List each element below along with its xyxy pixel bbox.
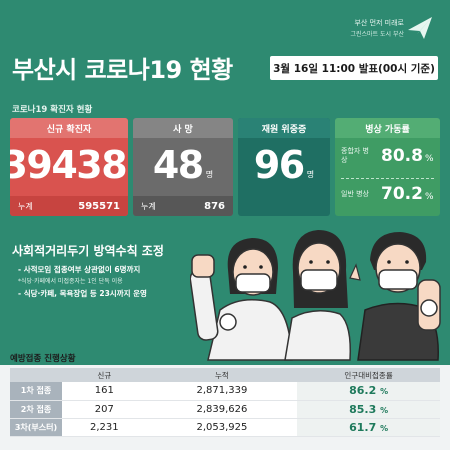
deaths-unit: 명 — [205, 169, 214, 179]
new-cases-value-wrap: 39438 명 — [10, 140, 128, 190]
general-bed-value: 70.2 — [381, 184, 423, 204]
rate-value: 86.2 — [349, 384, 377, 398]
rate-cell: 61.7 % — [297, 418, 440, 437]
deaths-value-wrap: 48 명 — [133, 140, 233, 190]
measures-title: 사회적거리두기 방역수칙 조정 — [12, 244, 164, 258]
new-cases-value: 39438 — [10, 143, 128, 187]
percent-sign: % — [424, 153, 434, 164]
deaths-value: 48 — [152, 143, 204, 187]
deaths-total-value: 876 — [204, 200, 225, 212]
percent-sign: % — [424, 191, 434, 202]
percent-sign: % — [380, 423, 389, 433]
measure-item: - 사적모임 접종여부 상관없이 6명까지 — [18, 265, 141, 274]
critical-value: 96 — [253, 143, 305, 187]
new-cases-total: 누계 595571 — [10, 196, 128, 216]
general-hospital-bed-value: 80.8 — [381, 146, 423, 166]
total-value: 2,839,626 — [146, 400, 298, 419]
masked-people-illustration — [190, 230, 441, 361]
deaths-total: 누계 876 — [133, 196, 233, 216]
table-row: 2차 접종 207 2,839,626 85.3 % — [10, 400, 440, 419]
table-header-row: 신규 누적 인구대비접종률 — [10, 368, 440, 382]
vaccination-table: 신규 누적 인구대비접종률 1차 접종 161 2,871,339 86.2 %… — [10, 368, 440, 437]
brand-logo: 부산 먼저 미래로 그린스마트 도시 부산 — [304, 14, 434, 42]
row-label: 2차 접종 — [10, 400, 62, 419]
percent-sign: % — [380, 387, 389, 397]
rate-value: 85.3 — [349, 402, 377, 416]
table-row: 1차 접종 161 2,871,339 86.2 % — [10, 382, 440, 401]
brand-slogan: 부산 먼저 미래로 — [354, 19, 404, 27]
new-value: 161 — [62, 382, 147, 401]
total-value: 2,871,339 — [146, 382, 298, 401]
rate-cell: 85.3 % — [297, 400, 440, 419]
divider — [341, 178, 434, 179]
new-cases-card: 신규 확진자 39438 명 누계 595571 — [10, 118, 128, 216]
new-cases-total-label: 누계 — [18, 201, 33, 211]
bed-occupancy-label: 병상 가동률 — [335, 118, 440, 138]
new-cases-total-value: 595571 — [78, 200, 120, 212]
person-middle — [284, 230, 361, 361]
brand-subslogan: 그린스마트 도시 부산 — [350, 31, 405, 38]
general-hospital-bed-row: 종합자 병상 80.8 % — [341, 146, 434, 166]
row-label: 3차(부스터) — [10, 418, 62, 437]
deaths-total-label: 누계 — [141, 201, 156, 211]
new-value: 2,231 — [62, 418, 147, 437]
column-header — [10, 368, 62, 382]
percent-sign: % — [380, 405, 389, 415]
bed-occupancy-card: 병상 가동률 종합자 병상 80.8 % 일반 병상 70.2 % — [335, 118, 440, 216]
measure-item: - 식당·카페, 목욕장업 등 23시까지 운영 — [18, 289, 147, 298]
deaths-label: 사 망 — [133, 118, 233, 138]
announcement-date: 3월 16일 11:00 발표(00시 기준) — [270, 56, 438, 80]
critical-label: 재원 위중증 — [238, 118, 330, 138]
row-label: 1차 접종 — [10, 382, 62, 401]
general-hospital-bed-label: 종합자 병상 — [341, 147, 369, 164]
page-title: 부산시 코로나19 현황 — [12, 56, 233, 84]
person-right — [357, 232, 441, 361]
column-header-new: 신규 — [62, 368, 147, 382]
column-header-rate: 인구대비접종률 — [297, 368, 440, 382]
table-row: 3차(부스터) 2,231 2,053,925 61.7 % — [10, 418, 440, 437]
new-cases-label: 신규 확진자 — [10, 118, 128, 138]
critical-unit: 명 — [306, 169, 315, 179]
column-header-total: 누적 — [146, 368, 298, 382]
critical-card: 재원 위중증 96 명 — [238, 118, 330, 216]
deaths-card: 사 망 48 명 누계 876 — [133, 118, 233, 216]
rate-cell: 86.2 % — [297, 382, 440, 401]
total-value: 2,053,925 — [146, 418, 298, 437]
rate-value: 61.7 — [349, 420, 377, 434]
paper-plane-icon — [408, 17, 432, 39]
new-value: 207 — [62, 400, 147, 419]
general-bed-label: 일반 병상 — [341, 189, 369, 198]
measure-note: *식당·카페에서 미접종자는 1인 단독 이용 — [18, 278, 123, 285]
critical-value-wrap: 96 명 — [238, 140, 330, 190]
vaccination-title: 예방접종 진행상황 — [10, 354, 76, 364]
person-left — [190, 238, 293, 361]
general-bed-row: 일반 병상 70.2 % — [341, 184, 434, 204]
confirmed-section-label: 코로나19 확진자 현황 — [12, 105, 93, 115]
